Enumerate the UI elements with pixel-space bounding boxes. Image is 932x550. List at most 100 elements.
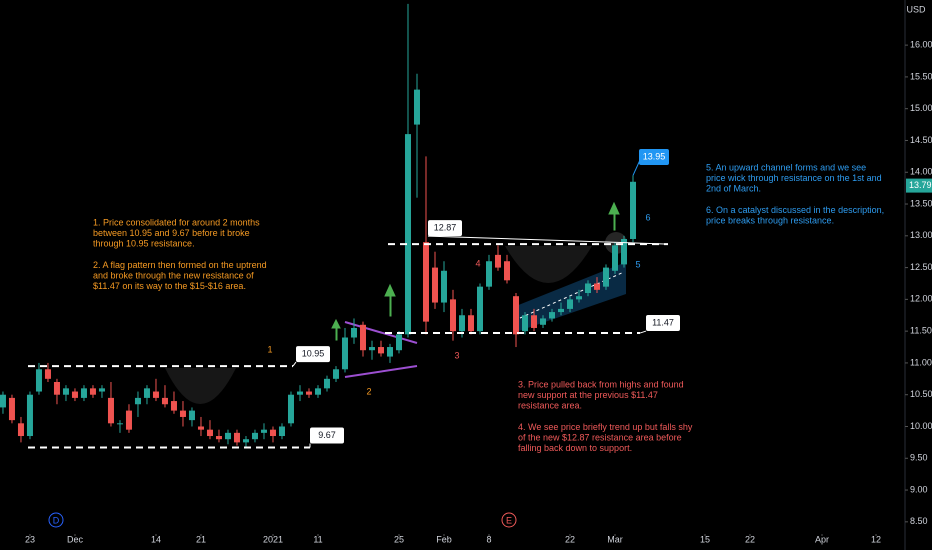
candle-body xyxy=(278,426,285,437)
annotation-line: and broke through the new resistance of xyxy=(93,270,254,280)
candle-body xyxy=(125,410,132,430)
candle-body xyxy=(332,369,339,379)
level-connector xyxy=(427,235,669,245)
level-label-box xyxy=(310,427,344,444)
candle-body xyxy=(107,397,114,424)
candle-body xyxy=(377,347,384,354)
candle-body xyxy=(350,327,357,338)
annotation-line: new support at the previous $11.47 xyxy=(518,390,658,400)
candle-body xyxy=(44,369,51,379)
candle-body xyxy=(251,432,258,440)
candle-body xyxy=(494,254,501,268)
y-tick-label: 8.50 xyxy=(910,516,928,526)
level-connector xyxy=(292,361,297,367)
flag-line xyxy=(344,321,418,344)
level-label: 9.67 xyxy=(318,430,336,440)
candle-body xyxy=(224,432,231,440)
x-tick-label: 8 xyxy=(486,534,491,544)
channel-midline xyxy=(519,271,625,319)
candle-body xyxy=(179,410,186,417)
y-tick-label: 9.00 xyxy=(910,484,928,494)
step-marker: 2 xyxy=(366,386,371,396)
candle-body xyxy=(503,261,510,281)
y-tick-label: 11.00 xyxy=(910,357,932,367)
candle-body xyxy=(260,429,267,433)
event-marker xyxy=(48,512,64,528)
y-tick-label: 11.50 xyxy=(910,326,932,336)
currency-label: USD xyxy=(906,4,926,14)
candle-body xyxy=(386,347,393,357)
step-marker: 1 xyxy=(267,344,272,354)
annotation-line: 3. Price pulled back from highs and foun… xyxy=(518,379,684,389)
candle-body xyxy=(440,270,447,303)
y-tick-label: 14.00 xyxy=(910,167,932,177)
candle-body xyxy=(594,283,601,290)
candle-body xyxy=(296,391,303,395)
candle-body xyxy=(98,388,105,392)
callout-label: 13.95 xyxy=(643,151,666,161)
candle-body xyxy=(521,315,528,332)
candle-body xyxy=(485,261,492,287)
x-tick-label: 25 xyxy=(394,534,404,544)
level-label: 10.95 xyxy=(302,348,325,358)
y-tick-label: 16.00 xyxy=(910,40,932,50)
candle-body xyxy=(585,283,592,294)
annotation-line: falling back down to support. xyxy=(518,443,632,453)
candle-body xyxy=(269,429,276,437)
annotation-line: 1. Price consolidated for around 2 month… xyxy=(93,217,260,227)
candle-body xyxy=(17,423,24,437)
candle-body xyxy=(152,391,159,398)
annotation-line: 2nd of March. xyxy=(706,184,761,194)
arrow xyxy=(331,318,341,341)
callout-box xyxy=(639,149,669,165)
drawings xyxy=(165,201,627,404)
annotation-line: price breaks through resistance. xyxy=(706,215,834,225)
step-marker: 4 xyxy=(475,258,480,268)
candle-body xyxy=(431,267,438,303)
step-marker: 6 xyxy=(645,212,650,222)
x-tick-label: 23 xyxy=(25,534,35,544)
candle-body xyxy=(630,181,637,239)
y-tick-label: 12.50 xyxy=(910,262,932,272)
annotation-line: $11.47 on its way to the $15-$16 area. xyxy=(93,281,246,291)
y-tick-label: 13.50 xyxy=(910,198,932,208)
x-tick-label: 12 xyxy=(871,534,881,544)
candle-body xyxy=(540,318,546,325)
y-tick-label: 9.50 xyxy=(910,453,928,463)
level-label: 12.87 xyxy=(434,222,457,232)
y-tick-label: 12.00 xyxy=(910,294,932,304)
arrow xyxy=(384,283,396,317)
candle-body xyxy=(549,312,556,319)
candle-body xyxy=(413,89,420,125)
candle-body xyxy=(134,397,141,405)
candle-body xyxy=(287,394,294,424)
level-label-box xyxy=(296,346,330,363)
channel xyxy=(516,262,626,332)
candle-body xyxy=(621,238,628,265)
annotation-line: resistance area. xyxy=(518,401,582,411)
x-tick-label: 22 xyxy=(745,534,755,544)
candle-body xyxy=(341,337,348,370)
y-tick-label: 10.50 xyxy=(910,389,932,399)
candle-body xyxy=(206,429,213,437)
candle-body xyxy=(359,324,366,351)
candle-body xyxy=(71,391,78,398)
y-tick-label: 14.50 xyxy=(910,135,932,145)
y-tick-label: 15.00 xyxy=(910,103,932,113)
candle-body xyxy=(395,334,402,351)
event-marker xyxy=(501,512,517,528)
candle-body xyxy=(161,397,168,405)
last-price-tag xyxy=(906,178,932,193)
step-marker: 3 xyxy=(454,350,459,360)
candle-body xyxy=(368,347,375,351)
y-tick-label: 10.00 xyxy=(910,421,932,431)
candle-body xyxy=(242,439,249,443)
x-tick-label: 22 xyxy=(565,534,575,544)
candle-body xyxy=(612,245,619,271)
candle-body xyxy=(449,299,456,332)
candle-body xyxy=(215,436,222,440)
x-tick-label: Mar xyxy=(607,534,623,544)
candle-body xyxy=(530,315,537,328)
